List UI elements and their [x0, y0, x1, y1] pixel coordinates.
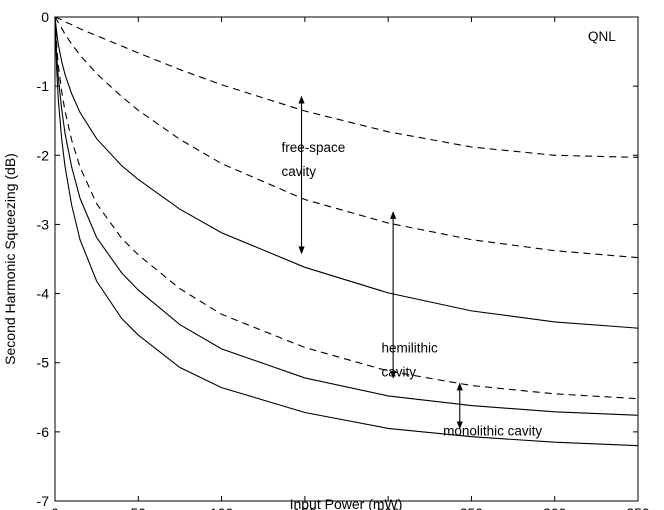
annotation-label: free-space [282, 140, 346, 155]
series-line-5-solid [54, 16, 639, 416]
annotation-label: cavity [381, 365, 416, 380]
x-tick-label: 150 [293, 505, 317, 510]
annotation-label: monolithic cavity [443, 423, 542, 438]
y-tick-label: -5 [37, 355, 50, 371]
series-line-1-dashed [54, 16, 639, 158]
x-tick-label: 200 [376, 505, 400, 510]
annotation-label: QNL [588, 29, 616, 44]
y-tick-label: -4 [37, 286, 50, 302]
series-layer [54, 16, 639, 447]
plot-frame [54, 16, 639, 502]
y-tick-label: -2 [37, 147, 50, 163]
annotation-label: cavity [282, 164, 317, 179]
series-line-4-dashed [54, 16, 639, 400]
y-tick-label: -1 [37, 78, 50, 94]
annotation-layer: QNL free-space cavity hemilithic cavity monol… [282, 29, 617, 438]
y-axis-label: Second Harmonic Squeezing (dB) [2, 153, 18, 365]
y-tick-label: -7 [37, 493, 50, 509]
x-tick-label: 250 [460, 505, 484, 510]
x-tick-label: 0 [51, 505, 59, 510]
y-tick-label: -6 [37, 424, 50, 440]
x-tick-label: 100 [210, 505, 234, 510]
series-line-2-dashed [54, 16, 639, 259]
x-axis-label: Input Power (mW) [290, 496, 403, 510]
x-tick-label: 300 [543, 505, 567, 510]
series-line-6-solid [54, 16, 639, 447]
y-tick-label: -3 [37, 216, 50, 232]
series-line-3-solid [54, 16, 639, 329]
arrow-layer [298, 95, 463, 430]
tick-layer: 0 50 100 150 200 250 300 350 0 -1 -2 -3 -4 -5 -6 -7 [37, 9, 650, 510]
x-tick-label: 50 [130, 505, 146, 510]
x-tick-label: 350 [626, 505, 650, 510]
annotation-label: hemilithic [381, 340, 438, 355]
y-tick-label: 0 [41, 9, 49, 25]
